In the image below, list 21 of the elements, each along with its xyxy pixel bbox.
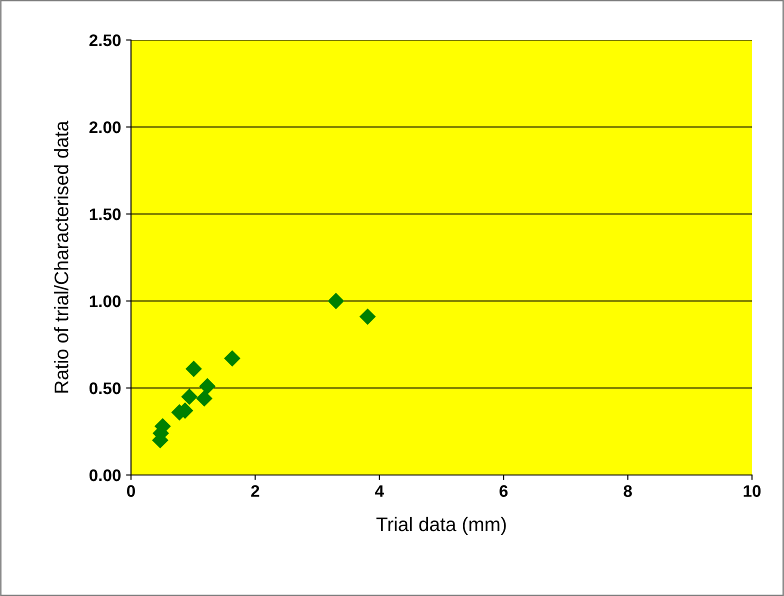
y-tick-label: 2.00 xyxy=(89,121,121,134)
y-tick-label: 1.50 xyxy=(90,208,121,220)
point xyxy=(224,350,240,367)
x-tick-label: 10 xyxy=(744,485,761,497)
point xyxy=(359,308,376,325)
point xyxy=(199,378,216,394)
x-tick-label: 6 xyxy=(500,485,508,497)
x-tick-label: 8 xyxy=(624,485,632,497)
x-tick-label: 2 xyxy=(251,485,260,497)
x-tick-label: 4 xyxy=(375,485,384,497)
point xyxy=(181,388,198,405)
y-tick-label: 2.50 xyxy=(89,34,121,46)
point xyxy=(186,360,202,378)
y-tick-label: 1.00 xyxy=(90,295,121,308)
point xyxy=(196,390,212,407)
y-tick-label: 0.00 xyxy=(90,469,121,482)
y-axis-title: Ratio of trial/Characterised data xyxy=(54,120,68,393)
x-tick-label: 0 xyxy=(127,485,135,497)
x-axis-title: Trial data (mm) xyxy=(376,516,506,536)
y-tick-label: 0.50 xyxy=(90,382,121,394)
point xyxy=(328,292,344,310)
